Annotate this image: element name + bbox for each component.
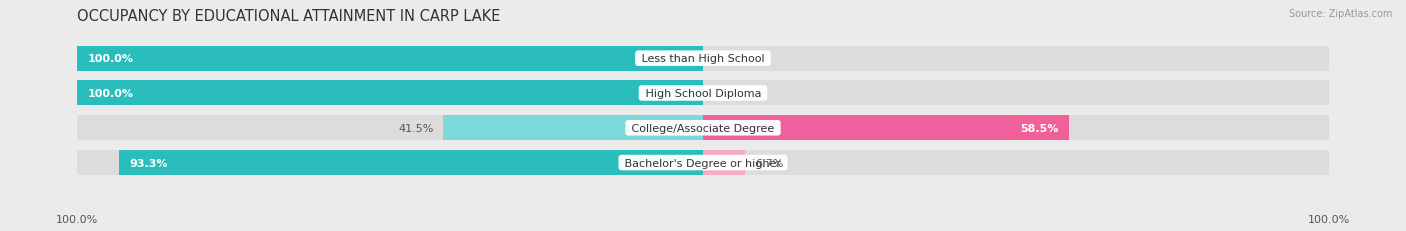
Text: 100.0%: 100.0%	[87, 54, 134, 64]
Bar	[77, 81, 1329, 106]
Text: 100.0%: 100.0%	[56, 214, 98, 225]
Text: High School Diploma: High School Diploma	[641, 88, 765, 99]
Bar	[77, 46, 1329, 71]
Text: 100.0%: 100.0%	[87, 88, 134, 99]
Bar	[443, 116, 703, 141]
Bar	[77, 81, 703, 106]
Bar	[703, 116, 1069, 141]
Bar	[77, 116, 1329, 141]
Bar	[703, 150, 745, 175]
Text: 41.5%: 41.5%	[398, 123, 433, 133]
Bar	[77, 150, 1329, 175]
Text: 58.5%: 58.5%	[1021, 123, 1059, 133]
Text: 6.7%: 6.7%	[755, 158, 783, 168]
Text: College/Associate Degree: College/Associate Degree	[628, 123, 778, 133]
Text: Source: ZipAtlas.com: Source: ZipAtlas.com	[1288, 9, 1392, 19]
Text: 100.0%: 100.0%	[1308, 214, 1350, 225]
Text: Less than High School: Less than High School	[638, 54, 768, 64]
Bar	[77, 46, 703, 71]
Bar	[120, 150, 703, 175]
Text: Bachelor's Degree or higher: Bachelor's Degree or higher	[621, 158, 785, 168]
Text: 93.3%: 93.3%	[129, 158, 167, 168]
Text: OCCUPANCY BY EDUCATIONAL ATTAINMENT IN CARP LAKE: OCCUPANCY BY EDUCATIONAL ATTAINMENT IN C…	[77, 9, 501, 24]
